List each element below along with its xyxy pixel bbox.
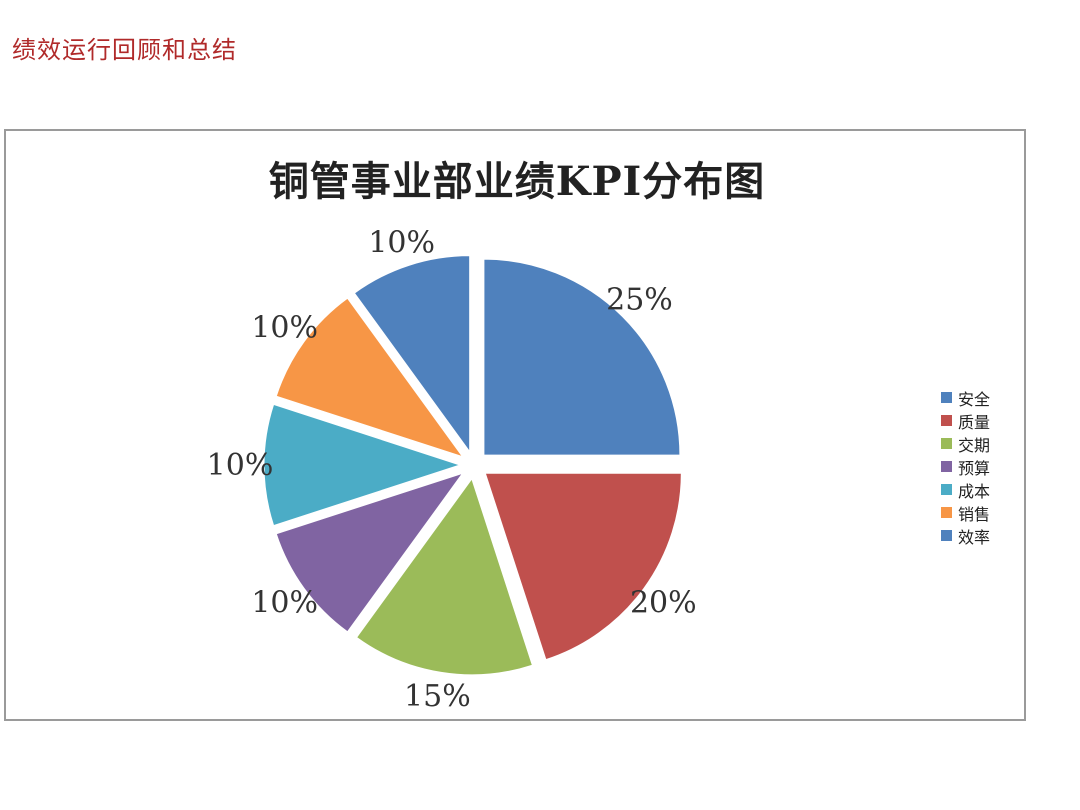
legend-label: 预算 [958,458,991,478]
legend-swatch [941,507,952,518]
pie-slice-5 [263,403,462,527]
legend-label: 交期 [958,435,991,455]
slice-label-1: 25% [606,283,673,318]
legend-label: 成本 [958,481,991,501]
legend-item: 质量 [941,409,990,432]
pie-slice-2 [484,472,682,661]
legend-swatch [941,530,952,541]
chart-title: 铜管事业部业绩KPI分布图 [268,158,766,205]
legend-label: 安全 [958,389,991,409]
legend-item: 交期 [941,432,990,455]
pie-slice-3 [355,477,534,676]
slice-label-3: 15% [404,679,471,714]
chart-frame: 铜管事业部业绩KPI分布图 25% 20% 15% 10% 10% 10% 10% 安全质量… [4,129,1026,721]
legend-item: 成本 [941,478,990,501]
page-heading: 绩效运行回顾和总结 [12,36,237,64]
slice-label-2: 20% [630,586,697,621]
legend-swatch [941,484,952,495]
legend-swatch [941,415,952,426]
legend-swatch [941,461,952,472]
pie-slice-7 [353,255,471,454]
legend-item: 安全 [941,386,990,409]
legend-item: 销售 [941,501,990,524]
legend-swatch [941,392,952,403]
legend-swatch [941,438,952,449]
pie-slice-6 [275,297,464,458]
pie-chart: 25% 20% 15% 10% 10% 10% 10% [207,225,697,714]
legend-label: 效率 [958,527,991,547]
legend-item: 预算 [941,455,990,478]
legend-label: 销售 [958,504,991,524]
slice-label-4: 10% [251,586,318,621]
pie-slice-1 [483,258,681,456]
slice-label-5: 10% [207,448,274,483]
slice-label-6: 10% [251,310,318,345]
pie-slice-4 [275,472,464,633]
chart-legend: 安全质量交期预算成本销售效率 [941,386,990,547]
slice-label-7: 10% [368,225,435,260]
legend-item: 效率 [941,524,990,547]
legend-label: 质量 [958,412,991,432]
